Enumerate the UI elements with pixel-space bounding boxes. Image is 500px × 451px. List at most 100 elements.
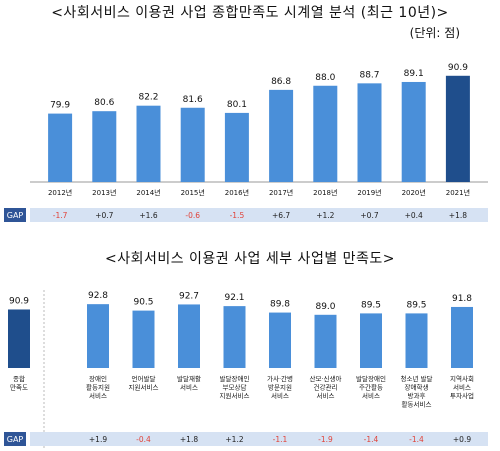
chart2-category-5-line-2: 서비스: [271, 391, 289, 400]
chart1-bar-7: [357, 83, 382, 182]
chart2-gap-label: GAP: [7, 435, 24, 444]
chart1-gap-4: -1.5: [230, 211, 245, 220]
chart1-tick-4: 2016년: [225, 188, 249, 197]
chart2-bar-3: [178, 304, 200, 368]
chart2-gap-1: +1.9: [89, 435, 107, 444]
chart1-gap-9: +1.8: [449, 211, 467, 220]
chart1-tick-8: 2020년: [402, 188, 426, 197]
chart1-value-label-6: 88.0: [315, 73, 335, 83]
chart1-unit: (단위: 점): [409, 26, 460, 40]
chart2-value-label-1: 92.8: [88, 291, 108, 301]
chart1-bar-6: [313, 85, 338, 182]
chart2-category-8-line-3: 활동서비스: [402, 400, 432, 409]
chart1-value-label-4: 80.1: [227, 100, 247, 110]
chart1-value-label-5: 86.8: [271, 77, 291, 87]
chart2-category-7-line-1: 주간활동: [359, 383, 383, 392]
chart1-value-label-8: 89.1: [404, 69, 424, 79]
chart1-value-label-3: 81.6: [183, 95, 203, 105]
chart2-bar-7: [360, 313, 382, 368]
chart1-tick-6: 2018년: [313, 188, 337, 197]
chart2-category-2-line-0: 언어발달: [132, 374, 156, 383]
chart1-svg: GAP 79.9 2012년 -1.7 80.6 2013년 +0.7 82.2 2014년 +1…: [4, 63, 488, 222]
chart1-tick-0: 2012년: [48, 188, 72, 197]
chart2-category-7-line-2: 서비스: [362, 391, 380, 400]
chart2-category-7-line-0: 발달장애인: [356, 374, 386, 383]
chart1-tick-2: 2014년: [136, 188, 160, 197]
chart2-category-1-line-0: 장애인: [89, 374, 107, 383]
chart2-category-1-line-2: 서비스: [89, 391, 107, 400]
chart1-bar-8: [401, 81, 426, 182]
chart2-value-label-5: 89.8: [270, 300, 290, 310]
chart1-value-label-0: 79.9: [50, 101, 70, 111]
chart1-tick-1: 2013년: [92, 188, 116, 197]
chart2-category-5-line-0: 가사·간병: [267, 374, 293, 383]
chart2-bar-2: [132, 310, 155, 368]
chart1-value-label-7: 88.7: [359, 70, 379, 80]
chart1-gap-7: +0.7: [360, 211, 378, 220]
chart2-category-6-line-2: 서비스: [317, 391, 335, 400]
chart2-bar-9: [451, 306, 473, 368]
chart2-category-4-line-0: 발달장애인: [220, 374, 250, 383]
chart1-gap-6: +1.2: [316, 211, 334, 220]
chart1-tick-5: 2017년: [269, 188, 293, 197]
chart2-bar-6: [314, 314, 337, 368]
chart2-bar-4: [223, 306, 246, 368]
chart2-gap-6: -1.9: [318, 435, 333, 444]
chart1-gap-0: -1.7: [53, 211, 68, 220]
chart2-gap-7: -1.4: [364, 435, 379, 444]
chart1-gap-3: -0.6: [185, 211, 200, 220]
chart2-bar-1: [87, 304, 109, 368]
chart1-title: <사회서비스 이용권 사업 종합만족도 시계열 분석 (최근 10년)>: [51, 5, 449, 21]
chart2-gap-3: +1.8: [180, 435, 198, 444]
chart2-category-0-line-1: 만족도: [10, 383, 28, 392]
chart1-value-label-2: 82.2: [138, 93, 158, 103]
chart2-value-label-8: 89.5: [406, 300, 426, 310]
chart1-bar-5: [269, 89, 294, 182]
chart2-value-label-3: 92.7: [179, 291, 199, 301]
chart2-category-8-line-1: 장애학생: [405, 383, 429, 392]
chart2-bar-0: [8, 309, 30, 368]
chart2-category-4-line-2: 지원서비스: [220, 391, 250, 400]
chart1-gap-1: +0.7: [95, 211, 113, 220]
chart1-bar-3: [180, 107, 205, 182]
chart2-category-8-line-2: 방과후: [408, 391, 426, 400]
chart2-gap-9: +0.9: [453, 435, 471, 444]
chart2-category-3-line-1: 서비스: [180, 383, 198, 392]
chart2-category-5-line-1: 방문지원: [268, 383, 292, 392]
chart2-value-label-4: 92.1: [224, 293, 244, 303]
chart2-bar-8: [405, 313, 428, 368]
chart2-gap-5: -1.1: [273, 435, 288, 444]
chart2-category-6-line-1: 건강관리: [314, 383, 338, 392]
chart2-category-9-line-1: 서비스: [453, 383, 471, 392]
chart2-category-4-line-1: 부모상담: [223, 383, 247, 392]
chart2-title: <사회서비스 이용권 사업 세부 사업별 만족도>: [104, 251, 396, 267]
chart2-bar-5: [269, 312, 291, 368]
chart2-category-0-line-0: 종합: [13, 374, 25, 383]
chart2-value-label-9: 91.8: [452, 294, 472, 304]
chart2-category-9-line-2: 투자사업: [450, 391, 474, 400]
chart2-gap-2: -0.4: [136, 435, 151, 444]
chart2-svg: GAP90.9종합만족도92.8장애인활동지원서비스+1.990.5언어발달지원…: [4, 290, 488, 448]
chart1-value-label-1: 80.6: [94, 98, 114, 108]
chart2-category-2-line-1: 지원서비스: [129, 383, 159, 392]
chart1-bar-0: [48, 113, 73, 182]
chart2-category-1-line-1: 활동지원: [86, 383, 110, 392]
chart1-gap-band: [30, 208, 488, 222]
chart2-gap-4: +1.2: [225, 435, 243, 444]
chart2-value-label-7: 89.5: [361, 300, 381, 310]
chart1-gap-2: +1.6: [139, 211, 157, 220]
chart2-gap-tag: [4, 432, 26, 446]
chart2-value-label-6: 89.0: [315, 302, 335, 312]
chart2-gap-band: [30, 432, 488, 446]
chart1-bar-2: [136, 105, 161, 182]
chart2-gap-8: -1.4: [409, 435, 424, 444]
chart1-bar-9: [445, 75, 470, 182]
chart1-bar-4: [224, 112, 249, 182]
chart1-tick-7: 2019년: [357, 188, 381, 197]
chart2-category-9-line-0: 지역사회: [450, 374, 474, 383]
chart1-bar-1: [92, 111, 117, 182]
chart2-category-3-line-0: 발달재활: [177, 374, 201, 383]
chart1-tick-3: 2015년: [181, 188, 205, 197]
chart2-value-label-2: 90.5: [133, 298, 153, 308]
chart1-gap-8: +0.4: [405, 211, 423, 220]
